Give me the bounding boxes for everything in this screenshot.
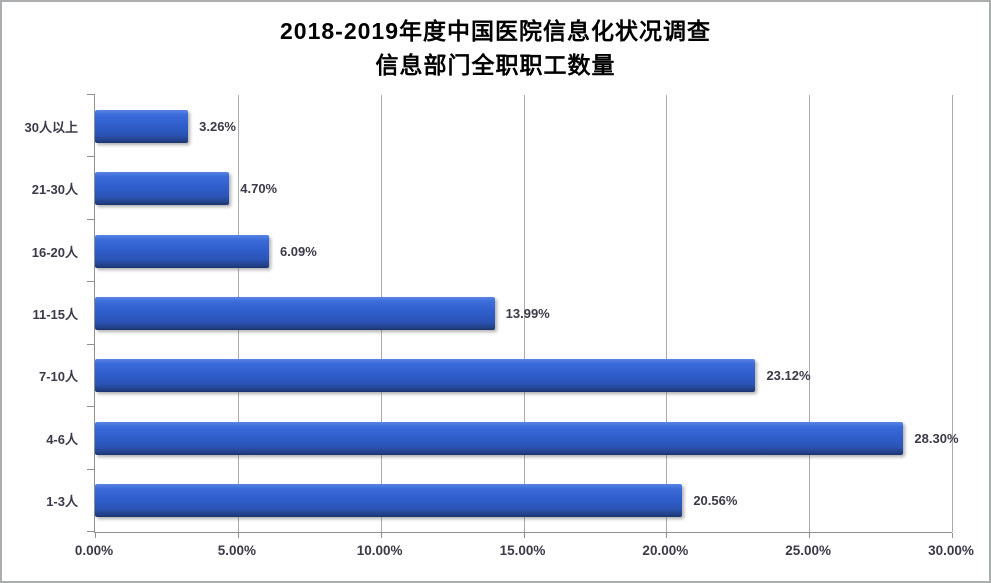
bar (95, 109, 189, 143)
y-tick-mark (87, 281, 95, 283)
x-tick-label: 0.00% (74, 543, 114, 558)
bar-value-label: 4.70% (240, 181, 278, 197)
bar-value-label: 3.26% (199, 118, 236, 134)
y-tick-mark (87, 156, 95, 158)
bar-row: 6.09% (95, 220, 952, 282)
bar-value-label: 6.09% (279, 243, 317, 259)
x-tick-label: 10.00% (356, 543, 403, 558)
bar-row: 20.56% (95, 470, 952, 532)
bar-row: 23.12% (95, 345, 952, 407)
category-label: 1-3人 (46, 494, 78, 510)
y-tick-mark (87, 343, 95, 345)
category-label: 11-15人 (32, 306, 78, 322)
bar-row: 13.99% (95, 282, 952, 344)
x-axis-labels: 0.00% 5.00% 10.00% 15.00% 20.00% 25.00% 30.00% (75, 539, 974, 561)
bar-row: 28.30% (95, 407, 959, 469)
gridline (666, 95, 668, 532)
y-tick-mark (87, 218, 95, 220)
bar-value-label: 20.56% (693, 493, 738, 509)
gridline (952, 95, 953, 532)
x-tick-mark (237, 533, 239, 538)
x-tick-label: 15.00% (499, 543, 546, 558)
category-label: 7-10人 (38, 369, 78, 385)
category-axis: 30人以上 21-30人 16-20人 11-15人 7-10人 4-6人 1-3人 (2, 95, 86, 532)
bar (95, 421, 904, 455)
x-tick-mark (380, 533, 382, 538)
y-tick-mark (87, 531, 95, 532)
x-tick-mark (95, 533, 96, 538)
x-tick-mark (952, 533, 953, 538)
x-tick-label: 30.00% (928, 543, 974, 558)
bar (95, 359, 756, 393)
x-tick-mark (523, 533, 525, 538)
bar-value-label: 13.99% (505, 305, 550, 321)
plot-area: 3.26% 4.70% 6.09% 13.99% 23.12% 28.30% 20.56% (87, 94, 959, 538)
x-tick-mark (666, 533, 668, 538)
gridline (809, 95, 811, 532)
bar (95, 484, 683, 518)
chart-title-line2: 信息部门全职职工数量 (375, 52, 616, 78)
category-label: 16-20人 (31, 244, 78, 260)
y-tick-mark (87, 468, 95, 470)
bar (95, 296, 495, 330)
category-label: 30人以上 (24, 119, 78, 135)
x-tick-label: 20.00% (642, 543, 689, 558)
y-tick-mark (87, 94, 95, 95)
bar-value-label: 23.12% (766, 368, 811, 384)
bar-row: 4.70% (95, 157, 952, 219)
category-label: 4-6人 (46, 431, 78, 447)
gridline (523, 95, 525, 532)
x-tick-mark (809, 533, 811, 538)
y-tick-mark (87, 406, 95, 408)
bar (95, 172, 230, 206)
chart-title: 2018-2019年度中国医院信息化状况调查 信息部门全职职工数量 (2, 14, 989, 82)
bar-row: 3.26% (95, 95, 952, 157)
bar (95, 234, 269, 268)
bar-value-label: 28.30% (914, 430, 959, 446)
category-label: 21-30人 (31, 182, 78, 198)
x-tick-label: 25.00% (785, 543, 832, 558)
x-tick-label: 5.00% (217, 543, 256, 558)
chart-title-line1: 2018-2019年度中国医院信息化状况调查 (280, 18, 711, 44)
